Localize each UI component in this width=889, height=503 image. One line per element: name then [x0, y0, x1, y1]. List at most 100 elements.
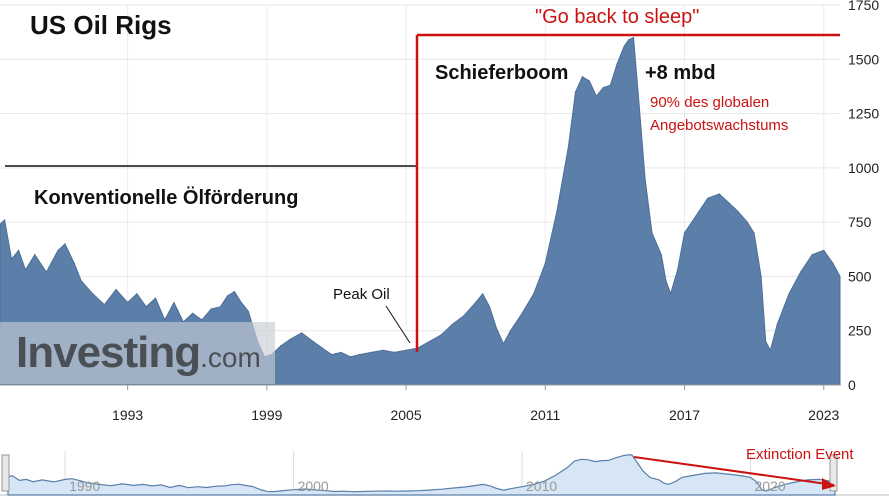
data-point	[80, 280, 82, 282]
navigator-ticks: 1990 2000 2010 2020	[69, 478, 786, 494]
y-tick-label: 250	[848, 323, 872, 339]
x-tick-label: 2023	[808, 407, 839, 423]
data-point	[210, 308, 212, 310]
data-point	[677, 269, 679, 271]
data-point	[489, 306, 491, 308]
annotation-lines	[5, 33, 840, 352]
data-point	[359, 354, 361, 356]
x-tick-label: 2005	[390, 407, 421, 423]
y-tick-label: 1500	[848, 51, 879, 67]
navigator-tick-label: 2000	[298, 478, 329, 494]
data-point	[331, 354, 333, 356]
data-point	[651, 232, 653, 234]
data-point	[92, 293, 94, 295]
extinction-label: Extinction Event	[746, 446, 854, 463]
data-point	[746, 221, 748, 223]
data-point	[574, 91, 577, 93]
peak-oil-label: Peak Oil	[333, 286, 390, 303]
data-point	[737, 210, 739, 212]
data-point	[660, 254, 662, 256]
data-point	[623, 45, 625, 47]
investing-logo: Investing.com	[0, 322, 275, 384]
navigator-tick-label: 2020	[754, 478, 785, 494]
data-point	[428, 341, 430, 343]
extinction-arrowhead	[822, 478, 836, 490]
data-point	[695, 215, 697, 217]
data-point	[581, 76, 584, 78]
data-point	[136, 293, 138, 295]
y-tick-label: 1000	[848, 160, 879, 176]
extinction-arrow-line	[633, 456, 835, 486]
data-point	[247, 310, 249, 312]
data-point	[440, 334, 442, 336]
x-tick-label: 1999	[251, 407, 282, 423]
data-point	[475, 301, 477, 304]
data-point	[4, 219, 6, 221]
data-point	[670, 293, 672, 295]
data-point	[115, 288, 117, 291]
data-point	[127, 301, 129, 304]
x-tick-label: 1993	[112, 407, 143, 423]
data-point	[753, 232, 755, 234]
data-point	[382, 349, 384, 351]
data-point	[788, 293, 790, 295]
data-point	[683, 232, 686, 234]
data-point	[823, 249, 825, 251]
data-point	[349, 356, 351, 358]
data-point	[728, 202, 730, 204]
data-point	[280, 345, 282, 347]
data-point	[57, 249, 59, 251]
data-point	[11, 258, 13, 260]
y-tick-label: 1750	[848, 0, 879, 13]
data-point	[509, 330, 512, 332]
data-point	[760, 275, 762, 277]
data-point	[707, 197, 709, 199]
navigator-tick-label: 1990	[69, 478, 100, 494]
data-point	[665, 280, 667, 282]
main-chart: 0 250 500 750 1000 1250 1500 1750 1993 1999 2005 2…	[0, 0, 879, 423]
logo-main: Investing	[16, 328, 201, 377]
navigator-area	[7, 454, 836, 496]
x-axis: 1993 1999 2005 2011 2017 2023	[112, 385, 840, 423]
data-point	[544, 262, 546, 264]
peak-oil-pointer	[385, 305, 411, 344]
share-line-2: Angebotswachstums	[650, 117, 789, 134]
chart-title: US Oil Rigs	[30, 10, 172, 40]
shale-boom-label: Schieferboom	[435, 62, 569, 84]
y-tick-label: 0	[848, 377, 856, 393]
logo-text: Investing.com	[16, 328, 261, 378]
data-point	[340, 351, 342, 353]
navigator-right-handle[interactable]	[829, 454, 838, 492]
data-point	[776, 323, 778, 325]
y-axis: 0 250 500 750 1000 1250 1500 1750	[848, 0, 879, 393]
data-point	[312, 341, 314, 343]
navigator-tick-label: 2010	[526, 478, 557, 494]
data-point	[765, 341, 767, 343]
data-point	[616, 63, 618, 65]
navigator-chart: 1990 2000 2010 2020	[0, 437, 889, 503]
data-point	[226, 295, 228, 297]
data-point	[496, 327, 498, 330]
data-point	[0, 223, 1, 225]
oil-rigs-area	[0, 36, 841, 386]
data-point	[370, 351, 372, 353]
data-point	[637, 91, 639, 93]
navigator-left-handle[interactable]	[1, 454, 10, 492]
data-point	[595, 95, 598, 97]
data-point	[173, 301, 175, 304]
data-point	[556, 210, 558, 212]
x-tick-label: 2017	[669, 407, 700, 423]
go-back-label: "Go back to sleep"	[535, 6, 700, 28]
data-point	[482, 293, 484, 295]
data-point	[839, 275, 841, 277]
data-point	[567, 145, 570, 147]
data-point	[832, 262, 834, 264]
data-point	[145, 306, 147, 308]
data-point	[800, 271, 802, 273]
data-point	[521, 312, 523, 314]
data-point	[24, 269, 27, 271]
data-point	[233, 291, 235, 293]
data-point	[164, 319, 166, 321]
share-line-1: 90% des globalen	[650, 94, 770, 111]
data-point	[632, 37, 635, 39]
